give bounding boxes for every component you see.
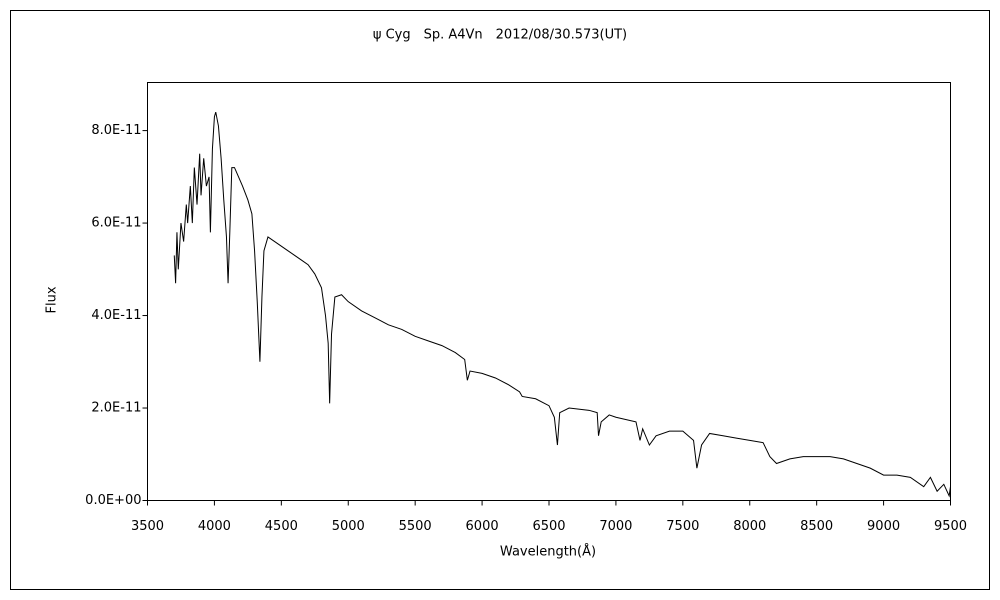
x-tick-label: 4500 xyxy=(265,519,298,534)
x-tick-label: 9500 xyxy=(934,519,967,534)
x-tick-label: 7500 xyxy=(666,519,699,534)
spectrum-line xyxy=(173,111,951,498)
y-tick-label: 8.0E-11 xyxy=(91,123,141,138)
plot-area xyxy=(147,82,951,501)
x-tick-label: 5000 xyxy=(332,519,365,534)
y-tick-label: 2.0E-11 xyxy=(91,401,141,416)
x-axis-label: Wavelength(Å) xyxy=(500,544,596,560)
y-tick-label: 6.0E-11 xyxy=(91,216,141,231)
y-axis-label: Flux xyxy=(45,286,60,313)
x-tick-label: 3500 xyxy=(131,519,164,534)
y-tick-label: 4.0E-11 xyxy=(91,308,141,323)
x-tick-label: 8500 xyxy=(800,519,833,534)
frame xyxy=(10,10,990,590)
x-tick-label: 8000 xyxy=(733,519,766,534)
x-tick-label: 5500 xyxy=(399,519,432,534)
y-tick-label: 0.0E+00 xyxy=(85,493,141,508)
x-tick-label: 4000 xyxy=(198,519,231,534)
x-tick-label: 6500 xyxy=(532,519,565,534)
x-tick-label: 6000 xyxy=(466,519,499,534)
x-tick-label: 9000 xyxy=(867,519,900,534)
x-tick-label: 7000 xyxy=(599,519,632,534)
chart-title: ψ Cyg Sp. A4Vn 2012/08/30.573(UT) xyxy=(373,28,627,43)
